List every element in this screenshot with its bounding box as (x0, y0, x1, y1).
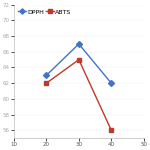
DPPH (110, 82, 112, 84)
ABTS (45, 82, 47, 84)
DPPH (45, 74, 47, 76)
ABTS (78, 59, 80, 61)
Legend: DPPH, ABTS: DPPH, ABTS (17, 8, 73, 16)
DPPH (78, 43, 80, 45)
Line: ABTS: ABTS (44, 58, 113, 132)
ABTS (110, 129, 112, 131)
Line: DPPH: DPPH (44, 42, 113, 85)
